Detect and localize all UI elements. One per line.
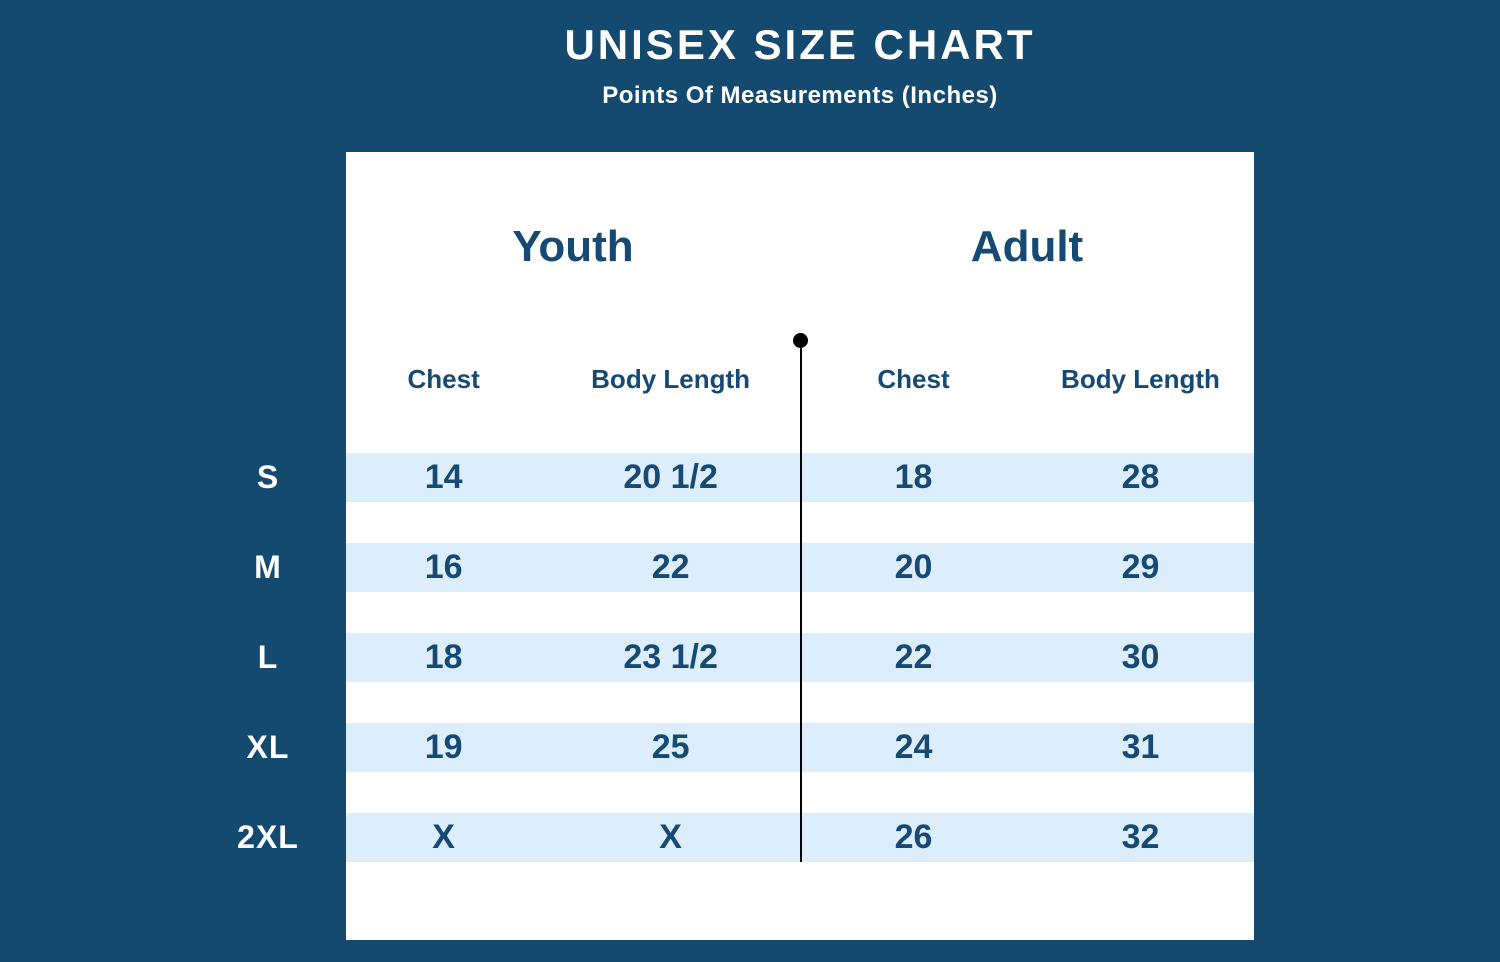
cell-s-adult-chest: 18	[894, 458, 933, 496]
group-header-row: Youth Adult	[346, 222, 1254, 272]
cell-s-adult-body: 28	[1121, 458, 1160, 496]
cell-xl-adult-chest: 24	[894, 728, 933, 766]
page-header: UNISEX SIZE CHART Points Of Measurements…	[346, 0, 1254, 110]
size-label-2xl: 2XL	[237, 819, 299, 855]
page-title: UNISEX SIZE CHART	[564, 21, 1036, 68]
size-label-l: L	[257, 639, 279, 675]
size-chart-card: Youth Adult Chest Body Length Chest Body…	[346, 152, 1254, 940]
cell-m-adult-body: 29	[1121, 548, 1160, 586]
cell-xl-youth-body: 25	[651, 728, 690, 766]
cell-m-youth-body: 22	[651, 548, 690, 586]
cell-2xl-adult-body: 32	[1121, 818, 1160, 856]
size-label-xl: XL	[246, 729, 290, 765]
column-header-adult-body-length: Body Length	[1061, 364, 1220, 394]
cell-m-adult-chest: 20	[894, 548, 933, 586]
group-header-youth: Youth	[512, 222, 634, 271]
column-header-row: Chest Body Length Chest Body Length	[346, 364, 1254, 395]
page-subtitle: Points Of Measurements (Inches)	[602, 82, 998, 109]
cell-l-youth-body: 23 1/2	[623, 638, 718, 676]
group-divider-line	[800, 340, 802, 862]
group-header-adult: Adult	[970, 222, 1084, 271]
cell-2xl-youth-chest: X	[432, 818, 455, 856]
cell-l-adult-chest: 22	[894, 638, 933, 676]
cell-xl-adult-body: 31	[1121, 728, 1160, 766]
cell-s-youth-chest: 14	[424, 458, 463, 496]
size-label-s: S	[256, 459, 280, 495]
column-header-adult-chest: Chest	[877, 364, 950, 394]
group-divider-dot-icon	[793, 333, 808, 348]
cell-m-youth-chest: 16	[424, 548, 463, 586]
cell-2xl-youth-body: X	[659, 818, 682, 856]
cell-l-youth-chest: 18	[424, 638, 463, 676]
cell-l-adult-body: 30	[1121, 638, 1160, 676]
size-label-m: M	[254, 549, 282, 585]
cell-2xl-adult-chest: 26	[894, 818, 933, 856]
size-label-column: S M L XL 2XL	[190, 453, 346, 903]
cell-xl-youth-chest: 19	[424, 728, 463, 766]
cell-s-youth-body: 20 1/2	[623, 458, 718, 496]
column-header-youth-body-length: Body Length	[591, 364, 751, 394]
column-header-youth-chest: Chest	[407, 364, 480, 394]
